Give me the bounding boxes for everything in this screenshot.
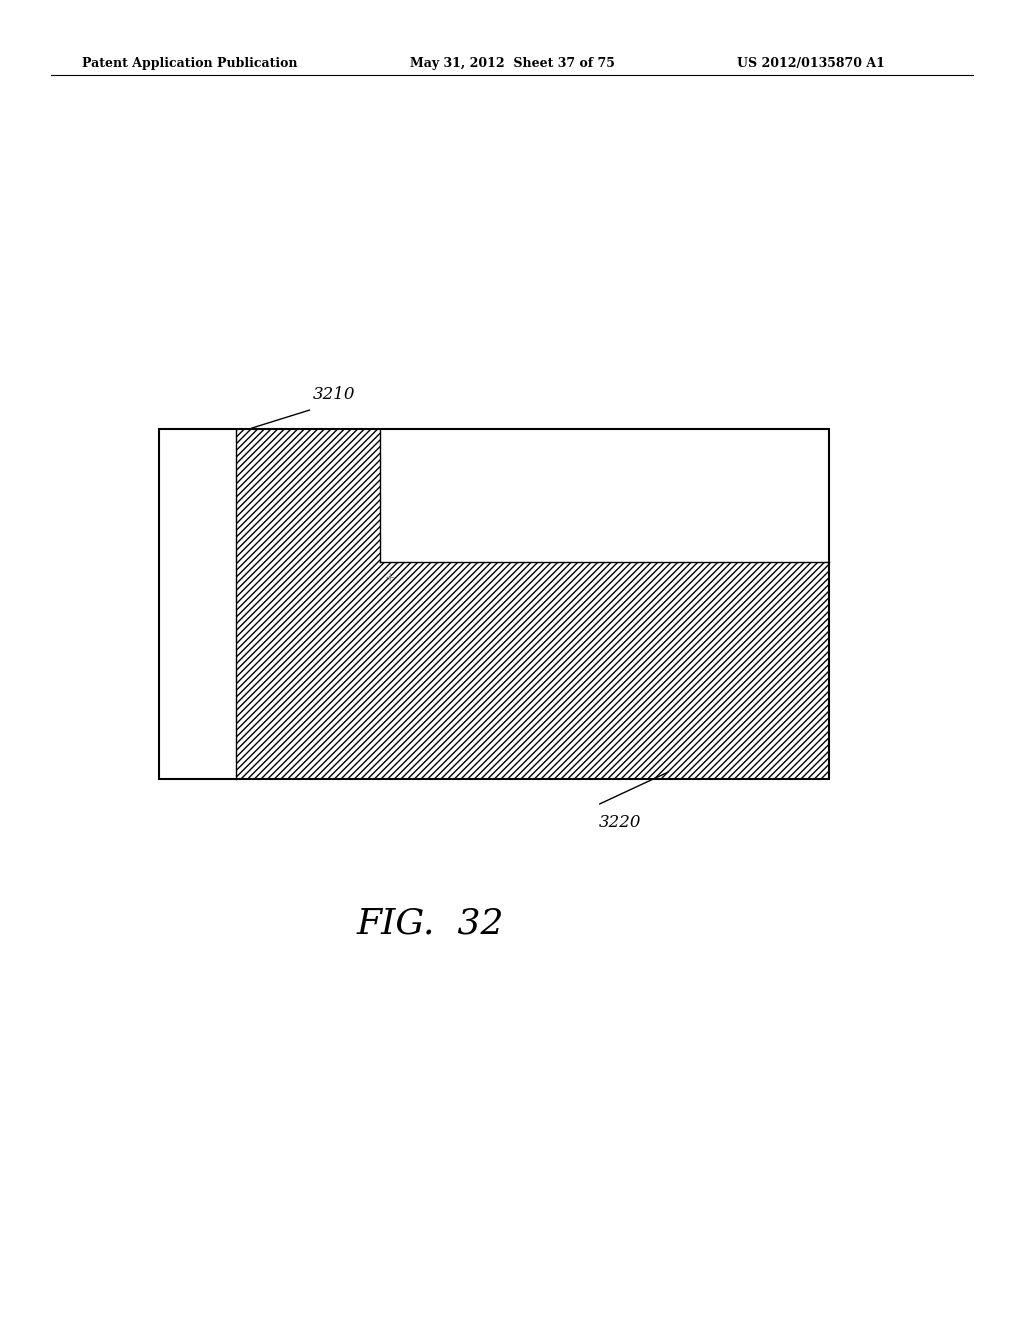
Text: May 31, 2012  Sheet 37 of 75: May 31, 2012 Sheet 37 of 75 — [410, 57, 614, 70]
Text: 3210: 3210 — [312, 385, 355, 403]
Bar — [159, 429, 236, 779]
Text: US 2012/0135870 A1: US 2012/0135870 A1 — [737, 57, 885, 70]
Bar — [236, 429, 380, 779]
Bar — [380, 429, 829, 562]
Bar — [159, 429, 829, 779]
Text: Patent Application Publication: Patent Application Publication — [82, 57, 297, 70]
Text: 3220: 3220 — [599, 814, 642, 832]
Bar — [380, 562, 829, 779]
Text: FIG.  32: FIG. 32 — [356, 907, 504, 941]
Text: +: + — [385, 572, 395, 585]
